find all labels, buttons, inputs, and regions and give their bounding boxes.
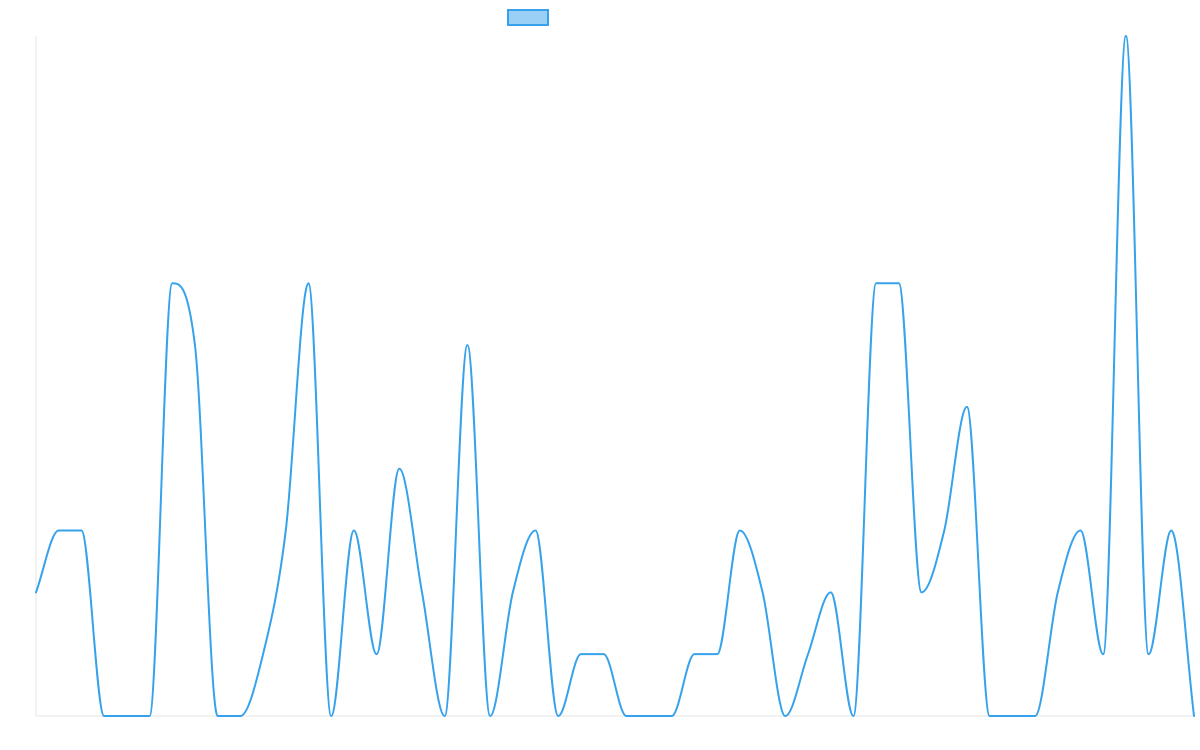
data-point-25[interactable] — [601, 651, 607, 657]
data-point-30[interactable] — [714, 651, 720, 657]
data-point-51[interactable] — [1191, 713, 1197, 719]
data-point-12[interactable] — [305, 280, 311, 286]
data-point-33[interactable] — [782, 713, 788, 719]
data-point-0[interactable] — [33, 589, 39, 595]
data-point-21[interactable] — [510, 589, 516, 595]
data-point-13[interactable] — [328, 713, 334, 719]
data-point-11[interactable] — [283, 528, 289, 534]
data-point-36[interactable] — [850, 713, 856, 719]
data-point-20[interactable] — [487, 713, 493, 719]
data-point-35[interactable] — [828, 589, 834, 595]
data-point-38[interactable] — [896, 280, 902, 286]
data-point-1[interactable] — [56, 528, 62, 534]
data-point-26[interactable] — [623, 713, 629, 719]
data-point-44[interactable] — [1032, 713, 1038, 719]
data-point-43[interactable] — [1009, 713, 1015, 719]
legend-swatch[interactable] — [507, 9, 549, 26]
data-point-50[interactable] — [1168, 528, 1174, 534]
data-point-46[interactable] — [1077, 528, 1083, 534]
data-point-28[interactable] — [669, 713, 675, 719]
data-point-16[interactable] — [396, 466, 402, 472]
data-point-19[interactable] — [464, 342, 470, 348]
data-point-41[interactable] — [964, 404, 970, 410]
data-point-45[interactable] — [1055, 589, 1061, 595]
series-line-0 — [35, 35, 1195, 717]
data-point-47[interactable] — [1100, 651, 1106, 657]
data-point-22[interactable] — [533, 528, 539, 534]
data-point-15[interactable] — [374, 651, 380, 657]
data-point-8[interactable] — [215, 713, 221, 719]
data-point-9[interactable] — [237, 713, 243, 719]
data-point-37[interactable] — [873, 280, 879, 286]
data-point-3[interactable] — [101, 713, 107, 719]
data-point-4[interactable] — [124, 713, 130, 719]
data-point-18[interactable] — [442, 713, 448, 719]
data-point-49[interactable] — [1146, 651, 1152, 657]
data-point-34[interactable] — [805, 651, 811, 657]
data-point-7[interactable] — [192, 342, 198, 348]
data-point-23[interactable] — [555, 713, 561, 719]
data-point-6[interactable] — [169, 280, 175, 286]
data-point-5[interactable] — [147, 713, 153, 719]
data-point-29[interactable] — [691, 651, 697, 657]
data-point-14[interactable] — [351, 528, 357, 534]
data-point-48[interactable] — [1123, 33, 1129, 39]
data-point-2[interactable] — [78, 528, 84, 534]
data-point-42[interactable] — [987, 713, 993, 719]
data-point-17[interactable] — [419, 589, 425, 595]
series-layer — [33, 33, 1197, 719]
data-point-10[interactable] — [260, 651, 266, 657]
data-point-32[interactable] — [760, 589, 766, 595]
data-point-24[interactable] — [578, 651, 584, 657]
data-point-27[interactable] — [646, 713, 652, 719]
data-point-39[interactable] — [919, 589, 925, 595]
data-point-40[interactable] — [941, 528, 947, 534]
data-point-31[interactable] — [737, 528, 743, 534]
